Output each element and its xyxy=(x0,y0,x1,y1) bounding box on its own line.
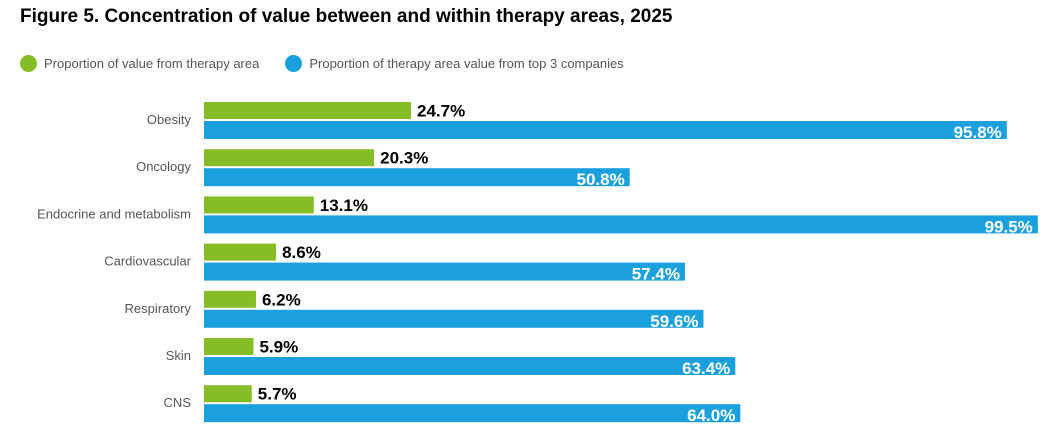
legend-label-therapy-area-share: Proportion of value from therapy area xyxy=(44,55,260,71)
data-label-top3-share: 63.4% xyxy=(682,359,730,378)
bar-top3-share xyxy=(204,309,704,328)
legend-swatch-blue xyxy=(285,54,303,72)
data-label-top3-share: 95.8% xyxy=(954,123,1002,142)
legend: Proportion of value from therapy area Pr… xyxy=(20,53,650,73)
bar-top3-share xyxy=(204,215,1038,234)
category-label: Obesity xyxy=(147,112,192,127)
bar-therapy-area-share xyxy=(204,290,256,308)
category-label: Endocrine and metabolism xyxy=(37,206,191,221)
chart-title: Figure 5. Concentration of value between… xyxy=(20,6,673,27)
bar-therapy-area-share xyxy=(204,338,254,355)
data-label-top3-share: 50.8% xyxy=(577,170,625,189)
data-label-therapy-area-share: 13.1% xyxy=(320,196,368,215)
legend-label-top3-share: Proportion of therapy area value from to… xyxy=(309,55,624,71)
category-label: Oncology xyxy=(136,159,191,174)
bar-therapy-area-share xyxy=(204,385,252,403)
data-label-therapy-area-share: 24.7% xyxy=(417,102,465,121)
data-label-top3-share: 59.6% xyxy=(650,312,698,331)
category-label: Cardiovascular xyxy=(104,254,191,269)
data-label-top3-share: 57.4% xyxy=(632,265,680,284)
data-label-therapy-area-share: 8.6% xyxy=(282,243,321,262)
legend-item-top3-share: Proportion of therapy area value from to… xyxy=(285,54,624,72)
bar-top3-share xyxy=(204,404,741,423)
bar-therapy-area-share xyxy=(204,102,411,119)
data-label-top3-share: 99.5% xyxy=(985,217,1033,236)
legend-item-therapy-area-share: Proportion of value from therapy area xyxy=(20,54,260,72)
data-label-therapy-area-share: 5.7% xyxy=(258,385,297,404)
bar-therapy-area-share xyxy=(204,196,314,214)
legend-swatch-green xyxy=(20,54,37,72)
category-label: Skin xyxy=(166,348,191,363)
bar-therapy-area-share xyxy=(204,149,375,167)
data-label-therapy-area-share: 20.3% xyxy=(380,149,428,168)
data-label-therapy-area-share: 5.9% xyxy=(259,338,298,357)
category-label: CNS xyxy=(164,395,192,410)
category-label: Respiratory xyxy=(125,301,192,316)
data-label-top3-share: 64.0% xyxy=(687,406,735,425)
bar-therapy-area-share xyxy=(204,243,277,261)
bar-top3-share xyxy=(204,121,1007,139)
bar-top3-share xyxy=(204,262,686,281)
bar-top3-share xyxy=(204,168,630,187)
data-label-therapy-area-share: 6.2% xyxy=(262,290,301,309)
bar-top3-share xyxy=(204,357,736,375)
